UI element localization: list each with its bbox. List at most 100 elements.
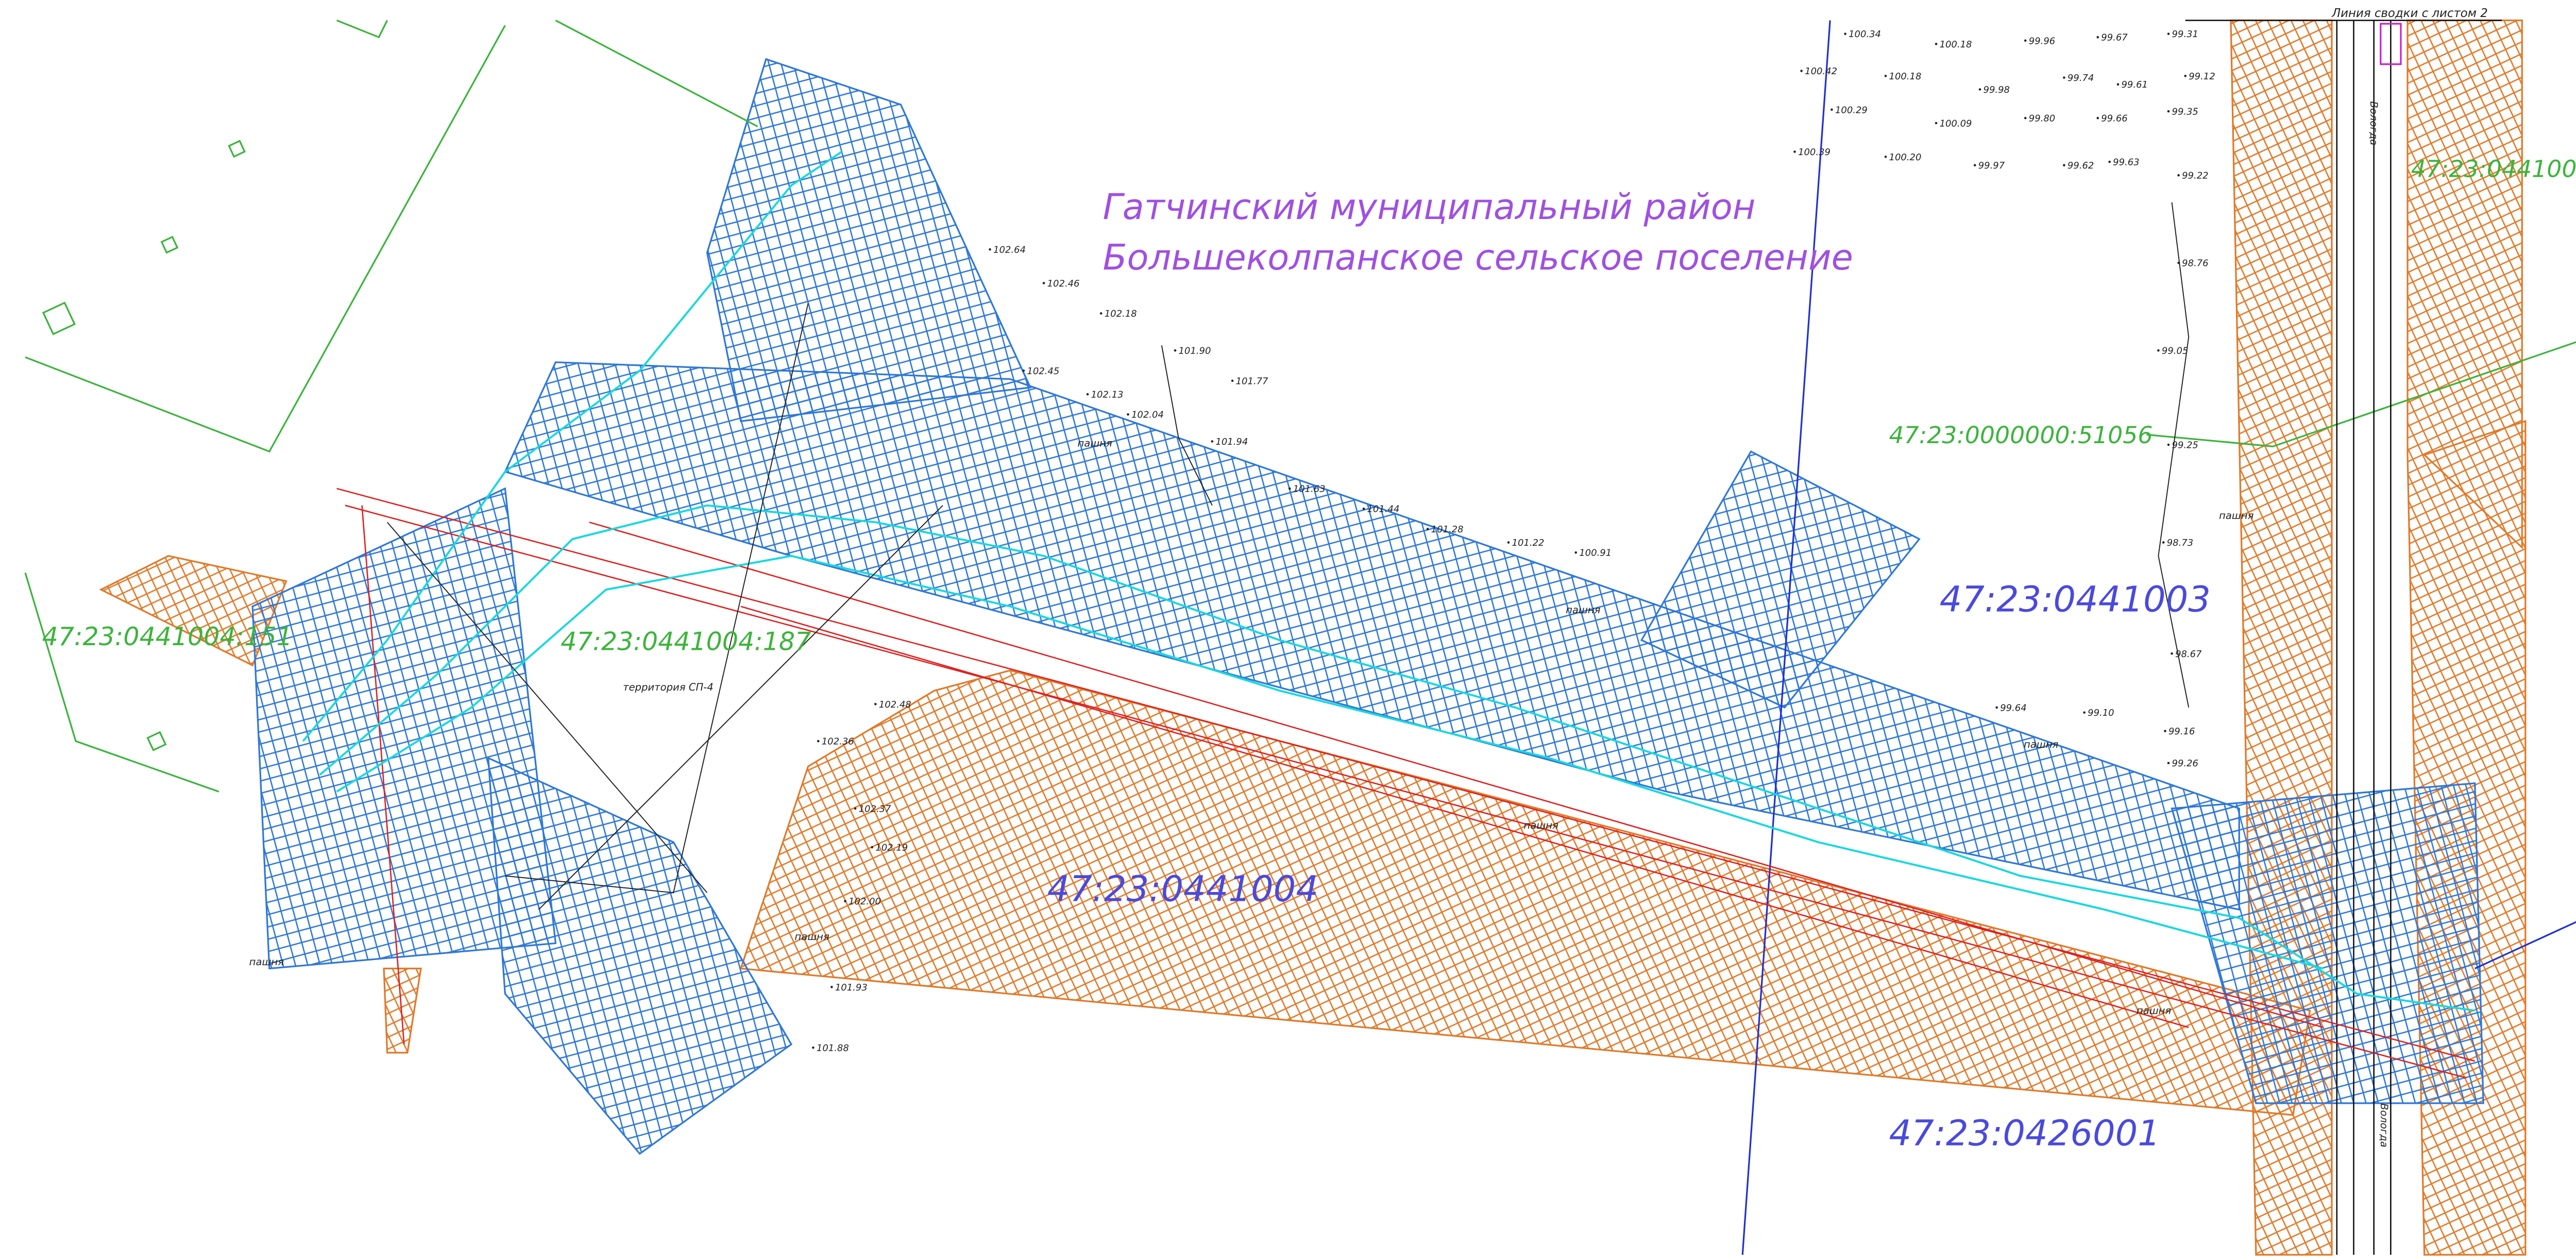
spot-height: 99.10 <box>2088 708 2114 718</box>
spot-point <box>2164 730 2166 732</box>
spot-point <box>831 985 833 988</box>
spot-point <box>1995 706 1998 709</box>
spot-point <box>2167 762 2170 764</box>
spot-height: 100.29 <box>1835 105 1868 115</box>
spot-height: 100.18 <box>1889 71 1922 82</box>
blue-lines <box>1741 20 2576 1255</box>
black-lines <box>386 202 2190 910</box>
spot-height: 100.34 <box>1849 29 1881 40</box>
spot-height: 100.20 <box>1889 152 1922 163</box>
spot-point <box>1793 150 1796 153</box>
spot-point <box>1174 349 1177 352</box>
settlement-label: Большеколпанское сельское поселение <box>1103 237 1853 278</box>
spot-height: 102.04 <box>1131 410 1164 421</box>
spot-height: 101.93 <box>835 982 868 993</box>
spot-height: 99.35 <box>2172 107 2198 117</box>
spot-point <box>2162 541 2165 544</box>
marker <box>2380 23 2402 65</box>
spot-height: 101.77 <box>1236 376 1268 387</box>
spot-height: 102.48 <box>879 699 911 710</box>
spot-height: 99.61 <box>2122 79 2148 90</box>
sheet-line-label: Линия сводки с листом 2 <box>2331 7 2488 20</box>
cyan-lines <box>302 150 2476 1012</box>
spot-point <box>1086 393 1089 396</box>
spot-height: 99.97 <box>1978 160 2005 171</box>
spot-height: 99.80 <box>2029 113 2055 124</box>
spot-point <box>2024 116 2027 120</box>
spot-height: 98.76 <box>2182 258 2208 269</box>
spot-height: 99.64 <box>2000 702 2026 713</box>
spot-height: 102.18 <box>1105 309 1137 320</box>
spot-point <box>2063 76 2065 79</box>
spot-point <box>1831 108 1833 111</box>
spot-point <box>874 702 877 705</box>
spot-point <box>2063 164 2065 166</box>
spot-height: 99.74 <box>2067 73 2094 83</box>
spot-point <box>1042 282 1045 284</box>
spot-height: 98.73 <box>2167 537 2193 548</box>
spot-height: 100.42 <box>1805 66 1837 77</box>
spot-point <box>1884 75 1887 77</box>
spot-height: 101.28 <box>1431 524 1464 535</box>
spot-height: 99.16 <box>2168 726 2195 737</box>
spot-height: 99.98 <box>1984 85 2010 95</box>
spot-height: 102.37 <box>859 803 891 814</box>
spot-height: 102.46 <box>1047 278 1080 289</box>
spot-point <box>1844 32 1846 35</box>
parcel-label: 47:23:0426001 <box>1889 1113 2160 1154</box>
blue-zones <box>251 58 2484 1155</box>
spot-point <box>2096 36 2099 39</box>
land-label: пашня <box>249 956 284 968</box>
spot-height: 99.05 <box>2162 346 2188 357</box>
parcel-label: 47:23:0441003:124 <box>2411 155 2576 182</box>
spot-height: 100.39 <box>1798 147 1831 158</box>
spot-point <box>2096 116 2099 120</box>
spot-point <box>1022 369 1025 372</box>
spot-point <box>1978 88 1981 91</box>
spot-point <box>989 248 991 251</box>
spot-point <box>2024 39 2027 42</box>
spot-height: 102.36 <box>822 736 854 747</box>
spot-height: 99.22 <box>2182 171 2208 181</box>
spot-point <box>2167 443 2170 446</box>
parcel-label: 47:23:0441003 <box>1940 579 2211 620</box>
spot-height: 101.22 <box>1512 537 1545 548</box>
spot-point <box>2171 652 2173 655</box>
parcel-label: 47:23:0000000:51056 <box>1889 422 2153 449</box>
land-label: пашня <box>2219 510 2254 522</box>
spot-point <box>1231 379 1234 382</box>
spot-point <box>2177 261 2180 264</box>
land-label: пашня <box>794 931 829 943</box>
spot-height: 99.66 <box>2101 113 2127 124</box>
parcel-label: 47:23:0441004:151 <box>42 622 293 651</box>
spot-point <box>2167 110 2170 113</box>
district-label: Гатчинский муниципальный район <box>1103 187 1755 228</box>
spot-height: 102.13 <box>1091 390 1124 400</box>
spot-height: 101.88 <box>817 1043 849 1053</box>
spot-point <box>1507 541 1510 544</box>
land-label: пашня <box>2137 1005 2172 1017</box>
spot-point <box>1127 413 1129 416</box>
spot-height: 99.26 <box>2172 758 2198 769</box>
spot-height: 99.63 <box>2113 157 2139 168</box>
spot-height: 99.96 <box>2029 36 2055 46</box>
spot-point <box>2177 174 2180 177</box>
red-lines <box>336 488 2476 1079</box>
road-label: Вологда <box>2368 101 2380 145</box>
spot-height: 101.63 <box>1293 484 1326 495</box>
spot-point <box>2108 160 2111 163</box>
spot-point <box>844 900 846 902</box>
land-label: пашня <box>1523 819 1558 831</box>
parcel-label: 47:23:0441004:187 <box>561 627 811 657</box>
green-boundaries <box>24 20 2576 793</box>
spot-point <box>1288 487 1291 490</box>
spot-point <box>1800 70 1803 72</box>
spot-height: 102.64 <box>993 245 1026 256</box>
spot-point <box>2157 349 2160 352</box>
territory-label: территория СП-4 <box>623 681 714 693</box>
spot-height: 99.31 <box>2172 29 2198 40</box>
spot-height: 102.45 <box>1027 366 1059 377</box>
spot-height: 99.62 <box>2067 160 2094 171</box>
